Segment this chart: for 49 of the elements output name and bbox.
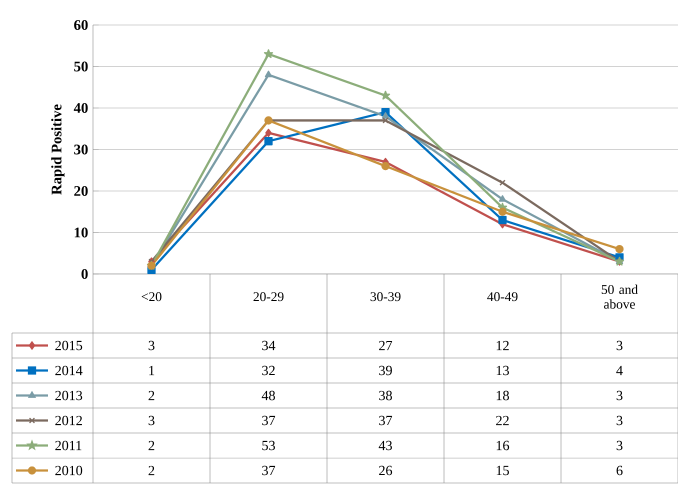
data-label: 3 (148, 340, 154, 350)
data-label: 32 (262, 366, 275, 376)
data-label: 1 (149, 366, 154, 376)
data-label: 39 (379, 366, 392, 376)
x-tick-label: 40-49 (487, 292, 518, 302)
data-label: 38 (379, 390, 392, 400)
y-tick-label: 60 (74, 20, 88, 30)
data-label: 6 (616, 466, 623, 476)
data-label: 15 (496, 466, 509, 476)
data-label: 22 (496, 416, 509, 426)
x-tick-label: 50 and above (602, 284, 638, 309)
data-label: 34 (262, 340, 276, 350)
data-label: 3 (616, 390, 622, 400)
data-label: 43 (378, 440, 392, 450)
data-label: 4 (616, 366, 623, 376)
data-label: 26 (379, 466, 392, 476)
data-label: 37 (262, 466, 276, 476)
legend-label: 2015 (55, 340, 82, 350)
legend-label: 2013 (55, 390, 82, 400)
legend-label: 2014 (55, 366, 82, 376)
y-tick-label: 10 (74, 228, 88, 238)
data-label: 48 (262, 390, 275, 400)
data-label: 2 (148, 390, 154, 400)
y-tick-label: 50 (74, 62, 88, 72)
data-label: 13 (496, 366, 509, 376)
legend-label: 2010 (55, 466, 82, 476)
data-label: 18 (496, 390, 509, 400)
data-label: 37 (262, 416, 276, 426)
data-label: 12 (496, 340, 509, 350)
data-label: 3 (616, 340, 622, 350)
x-tick-label: 30-39 (370, 292, 401, 302)
y-tick-label: 20 (74, 186, 88, 196)
y-axis-title: Rapid Positive (51, 104, 64, 195)
y-tick-label: 40 (74, 103, 88, 113)
data-label: 53 (262, 440, 275, 450)
data-label: 3 (148, 416, 154, 426)
data-label: 16 (496, 440, 510, 450)
data-label: 2 (148, 466, 154, 476)
data-label: 2 (148, 440, 154, 450)
data-label: 27 (379, 340, 392, 350)
data-label: 3 (616, 440, 622, 450)
x-tick-label: <20 (142, 292, 162, 302)
y-tick-label: 0 (82, 269, 88, 279)
data-label: 37 (379, 416, 392, 426)
legend-label: 2012 (55, 416, 82, 426)
legend-label: 2011 (55, 440, 82, 450)
y-tick-label: 30 (74, 144, 88, 154)
x-tick-label: 20-29 (254, 292, 284, 302)
data-label: 3 (616, 416, 622, 426)
